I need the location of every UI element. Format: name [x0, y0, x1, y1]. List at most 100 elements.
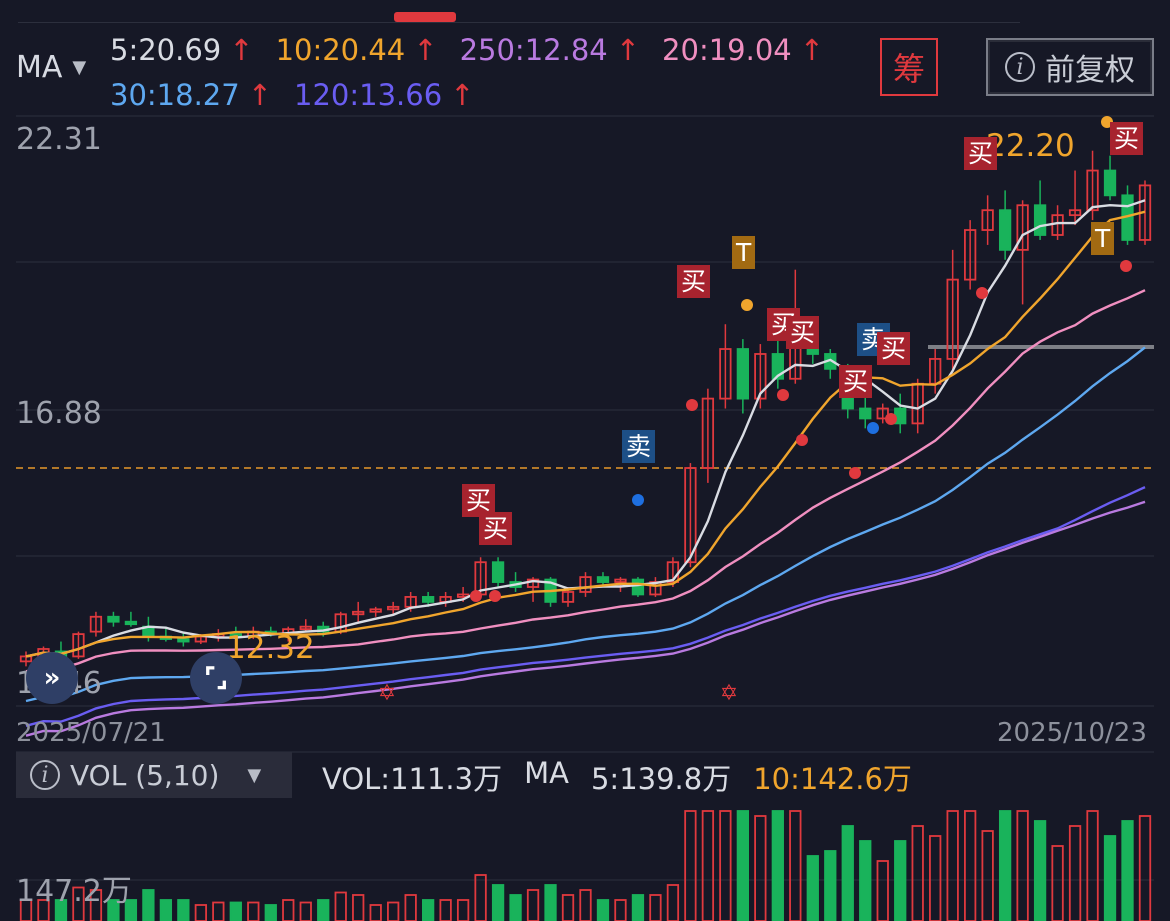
- volume-bar: [1121, 820, 1134, 921]
- buy-signal[interactable]: 买: [462, 484, 496, 517]
- volume-bar: [1103, 835, 1117, 921]
- volume-bar: [981, 830, 994, 921]
- volume-bar: [859, 840, 872, 921]
- volume-bar: [491, 884, 505, 921]
- drag-handle[interactable]: [394, 12, 456, 22]
- star-icon: ✡: [378, 681, 396, 706]
- volume-bar: [142, 889, 155, 921]
- sell-signal[interactable]: 卖: [622, 430, 656, 463]
- candles: [19, 150, 1152, 667]
- volume-bar: [789, 810, 802, 921]
- volume-bar: [334, 891, 347, 921]
- candle-body: [107, 615, 120, 623]
- fullscreen-icon[interactable]: ⌜⌟: [190, 652, 242, 704]
- top-divider: [18, 22, 1020, 23]
- signal-dot: [686, 399, 698, 411]
- ma20-line: [25, 289, 1146, 673]
- ma-item-value: 20:19.04: [662, 33, 792, 67]
- volume-bar: [19, 899, 33, 921]
- caret-down-icon: ▼: [247, 764, 262, 786]
- candle-body: [1068, 209, 1082, 217]
- volume-bar: [54, 899, 68, 921]
- volume-bar: [666, 884, 680, 921]
- up-arrow-icon: ↑: [247, 78, 273, 112]
- star-icon: ✡: [720, 681, 738, 706]
- signal-dot: [470, 590, 482, 602]
- price-axis-top: 22.31: [16, 122, 102, 157]
- candle-body: [72, 633, 85, 658]
- t-signal[interactable]: T: [732, 236, 756, 269]
- info-icon: i: [1005, 52, 1035, 82]
- volume-bar: [614, 899, 627, 921]
- ma-item-value: 250:12.84: [459, 33, 608, 67]
- candle-body: [964, 229, 977, 281]
- chip-distribution-button[interactable]: 筹: [880, 38, 938, 96]
- volume-bar: [596, 899, 610, 921]
- high-price-tag: 22.20: [986, 128, 1075, 164]
- date-axis-start: 2025/07/21: [16, 718, 166, 748]
- volume-bar: [1086, 810, 1099, 921]
- ma-item: 20:19.04 ↑: [662, 28, 824, 73]
- candle-body: [177, 638, 190, 643]
- candle-body: [736, 348, 750, 400]
- volume-bar: [212, 901, 225, 921]
- candle-body: [1086, 169, 1099, 212]
- volume-bar: [509, 894, 522, 921]
- expand-left-icon[interactable]: »: [26, 652, 78, 704]
- volume-bar: [946, 810, 959, 921]
- volume-bar: [824, 850, 837, 921]
- buy-signal[interactable]: 买: [877, 332, 911, 365]
- buy-signal[interactable]: 买: [677, 265, 711, 298]
- volume-axis-label: 147.2万: [16, 874, 132, 909]
- volume-selector-label: VOL (5,10): [70, 758, 220, 792]
- buy-signal[interactable]: 买: [786, 316, 820, 349]
- volume-ma5: 5:139.8万: [590, 762, 732, 796]
- t-signal[interactable]: T: [1091, 222, 1115, 255]
- buy-signal[interactable]: 买: [1110, 122, 1144, 155]
- ma-indicator-select[interactable]: MA ▼: [16, 50, 86, 85]
- volume-bar: [579, 889, 592, 921]
- volume-bar: [806, 855, 819, 921]
- candle-body: [89, 615, 103, 633]
- volume-bar: [544, 884, 557, 921]
- volume-bar: [474, 874, 487, 921]
- volume-bar: [684, 810, 697, 921]
- ma-item-value: 10:20.44: [275, 33, 406, 67]
- up-arrow-icon: ↑: [413, 33, 438, 67]
- info-icon: i: [30, 760, 60, 790]
- signal-dot: [885, 413, 897, 425]
- volume-bar: [72, 886, 85, 921]
- volume-value: VOL:111.3万: [322, 762, 503, 796]
- volume-bar: [194, 904, 207, 921]
- price-axis-mid: 16.88: [16, 396, 102, 431]
- ma-select-label: MA: [16, 50, 63, 85]
- price-adjust-button[interactable]: i 前复权: [986, 38, 1154, 96]
- candle-body: [421, 596, 435, 603]
- signal-dot: [777, 389, 789, 401]
- chart-marks: ✡ ✡: [378, 116, 1132, 706]
- volume-bar: [841, 825, 854, 921]
- candle-body: [754, 353, 767, 400]
- volume-bar: [282, 899, 295, 921]
- candle-body: [1103, 169, 1117, 197]
- candle-body: [631, 578, 645, 596]
- volume-bar: [387, 901, 400, 921]
- ma-item-value: 30:18.27: [110, 78, 240, 112]
- signal-dot: [1120, 260, 1132, 272]
- buy-signal[interactable]: 买: [964, 137, 998, 170]
- candle-body: [387, 605, 400, 611]
- volume-indicator-select[interactable]: i VOL (5,10) ▼: [16, 752, 292, 798]
- buy-signal[interactable]: 买: [839, 365, 873, 398]
- volume-bar: [631, 894, 645, 921]
- volume-bar: [159, 899, 173, 921]
- volume-bar: [1138, 815, 1152, 921]
- buy-signal[interactable]: 买: [767, 308, 801, 341]
- up-arrow-icon: ↑: [799, 33, 825, 67]
- volume-bar: [352, 894, 365, 921]
- date-axis-end: 2025/10/23: [997, 718, 1147, 748]
- volume-bar: [964, 810, 977, 921]
- volume-bar: [894, 840, 907, 921]
- volume-bar: [264, 904, 277, 921]
- volume-bar: [649, 894, 662, 921]
- buy-signal[interactable]: 买: [479, 512, 513, 545]
